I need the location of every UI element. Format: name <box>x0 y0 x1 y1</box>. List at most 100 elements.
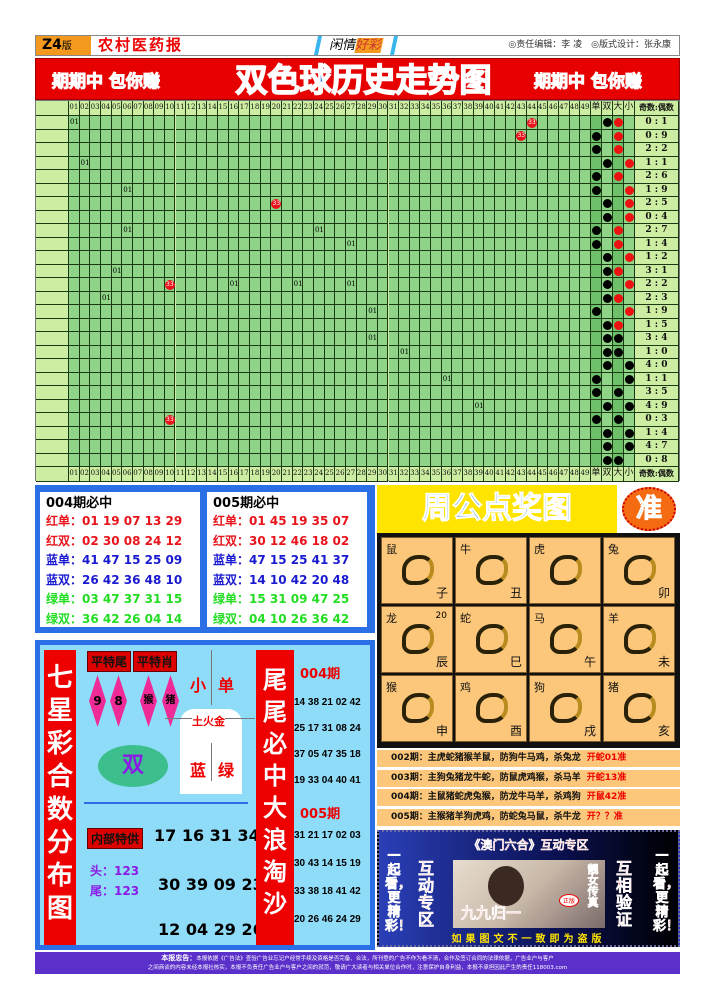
grid-cell <box>409 143 421 157</box>
grid-cell <box>313 170 325 184</box>
grid-cell <box>409 440 421 454</box>
history-text: 002期：主虎蛇猪猴羊鼠，防狗牛马鸡，杀兔龙 <box>391 753 581 763</box>
grid-cell <box>463 264 474 278</box>
grid-cell <box>175 143 187 157</box>
grid-cell <box>484 359 495 373</box>
size-dot <box>613 145 623 154</box>
history-text: 005期：主猴猪羊狗虎鸡，防蛇兔马鼠，杀牛龙 <box>391 811 581 822</box>
grid-cell <box>463 116 474 130</box>
grid-cell <box>505 318 517 332</box>
grid-cell <box>292 426 304 440</box>
issue-004: 004期 <box>300 667 341 682</box>
grid-cell <box>122 399 133 413</box>
grid-cell <box>409 318 421 332</box>
grid-cell <box>537 156 549 170</box>
grid-cell <box>313 413 325 427</box>
grid-cell <box>324 386 336 400</box>
size-dot <box>613 347 623 357</box>
ratio-cell: 3 : 5 <box>634 386 679 400</box>
grid-cell <box>335 264 346 278</box>
grid-cell <box>218 345 229 359</box>
grid-cell <box>441 345 453 359</box>
grid-cell <box>505 372 517 386</box>
grid-cell <box>175 116 187 130</box>
size-dot <box>624 280 634 289</box>
tail-value: 123 <box>114 884 140 898</box>
grid-cell <box>377 197 389 211</box>
grid-cell <box>580 264 591 278</box>
grid-cell <box>399 224 410 238</box>
grid-cell <box>111 278 123 292</box>
grid-cell <box>356 291 368 305</box>
grid-cell <box>505 129 517 143</box>
size-dot <box>624 374 634 384</box>
grid-cell <box>154 197 165 211</box>
grid-cell <box>90 291 101 305</box>
grid-cell <box>335 143 346 157</box>
grid-cell <box>526 237 538 251</box>
grid-cell <box>250 453 261 467</box>
footer-notice: 本报忠告：本报依据《广告法》查验广告业忘记户经常手续及资格是否完备、合法，所刊登… <box>35 952 680 974</box>
grid-cell <box>218 426 229 440</box>
grid-cell <box>100 332 112 346</box>
banner-title: 双色球历史走势图 <box>235 60 493 100</box>
grid-cell <box>271 345 282 359</box>
grid-cell <box>196 116 208 130</box>
grid-cell <box>324 278 336 292</box>
divider <box>84 802 248 804</box>
grid-cell <box>505 291 517 305</box>
grid-cell <box>79 183 91 197</box>
size-dot <box>624 442 634 451</box>
number-mark: 01 <box>442 374 452 383</box>
grid-cell <box>313 426 325 440</box>
grid-cell <box>324 264 336 278</box>
grid-cell <box>569 318 581 332</box>
grid-cell <box>143 143 155 157</box>
grid-cell <box>431 116 442 130</box>
zodiac-animal: 马 <box>534 612 545 625</box>
grid-cell <box>196 426 208 440</box>
grid-cell <box>100 129 112 143</box>
zodiac-animal: 猴 <box>386 681 397 694</box>
grid-cell <box>303 345 314 359</box>
ad-banner[interactable]: 《澳门六合》互动专区 一起看，更精彩！ 互动专区 九九归一 正版 靓女传真 互相… <box>377 830 680 947</box>
grid-cell <box>463 359 474 373</box>
grid-cell <box>580 224 591 238</box>
grid-cell <box>79 116 91 130</box>
grid-cell <box>90 305 101 319</box>
grid-cell <box>409 399 421 413</box>
grid-cell <box>516 345 527 359</box>
grid-cell <box>441 197 453 211</box>
stat-cell <box>612 399 624 413</box>
grid-cell <box>154 291 165 305</box>
grid-cell <box>154 345 165 359</box>
grid-cell <box>367 332 378 346</box>
grid-cell <box>569 143 581 157</box>
grid-cell <box>345 183 357 197</box>
ratio-header: 奇数:偶数 <box>634 101 679 116</box>
issue-row: 25 17 31 08 24 <box>294 723 361 734</box>
grid-cell <box>473 453 485 467</box>
stat-cell <box>623 116 635 130</box>
grid-cell <box>580 453 591 467</box>
grid-cell <box>175 426 187 440</box>
grid-cell <box>154 318 165 332</box>
grid-cell <box>143 332 155 346</box>
grid-cell <box>473 372 485 386</box>
grid-cell <box>420 143 432 157</box>
grid-cell <box>186 210 197 224</box>
grid-cell <box>452 210 464 224</box>
issue-row: 31 21 17 02 03 <box>294 830 361 841</box>
number-mark: 01 <box>368 334 378 342</box>
grid-cell <box>282 197 293 211</box>
grid-cell <box>399 278 410 292</box>
grid-cell <box>228 264 240 278</box>
grid-cell <box>431 399 442 413</box>
grid-cell <box>420 413 432 427</box>
prediction-row: 红单：01 45 19 35 07 <box>213 512 361 532</box>
grid-cell <box>505 305 517 319</box>
grid-cell <box>463 372 474 386</box>
history-row: 002期：主虎蛇猪猴羊鼠，防狗牛马鸡，杀兔龙 开蛇01准 <box>377 750 680 767</box>
grid-cell <box>377 372 389 386</box>
grid-cell <box>79 170 91 184</box>
